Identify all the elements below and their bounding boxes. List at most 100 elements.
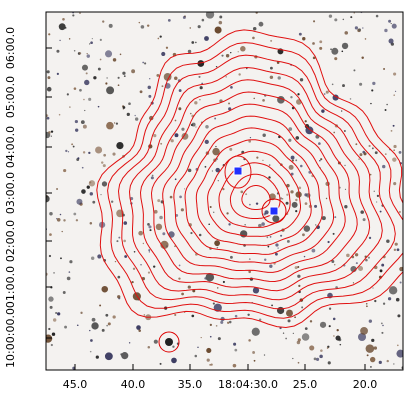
- star: [206, 347, 212, 354]
- star: [73, 212, 77, 216]
- star: [198, 233, 202, 237]
- star: [319, 40, 323, 44]
- star: [46, 116, 50, 120]
- contour-line: [117, 54, 396, 310]
- sky-image: [46, 12, 403, 370]
- star: [174, 76, 178, 80]
- star: [123, 221, 128, 225]
- star: [148, 225, 152, 229]
- star: [331, 259, 335, 263]
- star: [157, 199, 161, 203]
- star: [215, 65, 218, 68]
- star: [374, 299, 377, 303]
- star: [128, 342, 131, 344]
- star: [215, 325, 218, 327]
- star: [355, 143, 358, 146]
- star: [116, 141, 124, 150]
- star: [215, 145, 217, 148]
- star: [395, 297, 400, 302]
- star: [132, 267, 136, 270]
- star: [290, 155, 295, 160]
- star: [342, 84, 345, 88]
- star: [50, 135, 53, 137]
- star: [371, 147, 374, 150]
- star: [248, 258, 251, 260]
- star: [190, 124, 193, 127]
- star: [328, 14, 333, 18]
- star: [209, 206, 212, 208]
- star: [393, 248, 397, 252]
- star: [262, 99, 265, 102]
- star: [220, 320, 224, 324]
- star: [205, 125, 209, 129]
- star: [215, 167, 220, 173]
- star: [288, 127, 293, 131]
- star: [302, 37, 306, 41]
- star: [101, 328, 105, 332]
- star: [344, 164, 346, 167]
- star: [147, 346, 151, 349]
- x-tick-label: 20.0: [353, 378, 378, 391]
- star: [72, 14, 75, 17]
- star: [63, 168, 67, 173]
- star: [190, 112, 192, 115]
- star: [362, 150, 366, 154]
- star: [319, 46, 323, 50]
- star: [325, 90, 329, 94]
- star: [290, 190, 294, 194]
- star: [107, 322, 111, 326]
- star: [46, 114, 49, 118]
- star: [399, 281, 402, 284]
- star: [59, 213, 62, 216]
- star: [189, 27, 191, 29]
- star: [209, 335, 212, 338]
- star: [108, 23, 113, 28]
- star: [90, 256, 95, 260]
- star: [359, 153, 363, 157]
- star: [393, 94, 395, 96]
- star: [298, 284, 301, 288]
- x-tick-label: 35.0: [178, 378, 203, 391]
- star: [319, 160, 321, 162]
- star: [286, 193, 289, 196]
- star: [309, 345, 315, 351]
- star: [279, 197, 283, 200]
- star: [388, 286, 398, 295]
- star: [382, 164, 386, 169]
- star: [187, 168, 192, 173]
- star: [112, 152, 116, 156]
- star: [118, 236, 121, 239]
- star: [172, 345, 175, 348]
- contour-line: [184, 127, 323, 255]
- y-tick-label: 03:00.0: [4, 172, 17, 214]
- star: [130, 196, 134, 201]
- star: [195, 41, 197, 44]
- star: [114, 260, 117, 263]
- star: [187, 49, 192, 54]
- star: [106, 77, 108, 79]
- star: [95, 355, 99, 359]
- star: [334, 18, 338, 22]
- star: [336, 328, 339, 332]
- star: [153, 209, 158, 214]
- star: [334, 57, 338, 61]
- star: [56, 72, 59, 75]
- contour-line: [224, 155, 252, 189]
- star: [371, 89, 374, 92]
- star: [178, 107, 182, 111]
- star: [148, 249, 151, 252]
- star: [217, 179, 219, 182]
- star: [199, 86, 203, 90]
- star: [68, 38, 71, 40]
- star: [228, 107, 232, 111]
- star: [140, 264, 142, 266]
- star: [101, 161, 104, 164]
- star: [78, 52, 82, 55]
- star: [246, 67, 248, 70]
- star: [253, 97, 255, 100]
- star: [136, 325, 141, 330]
- star: [219, 15, 223, 19]
- star: [285, 201, 289, 205]
- star: [148, 94, 152, 98]
- star: [249, 203, 251, 206]
